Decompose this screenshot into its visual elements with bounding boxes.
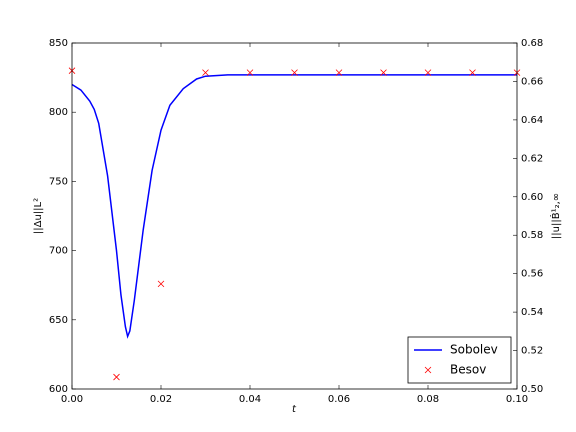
x-tick-label: 0.10: [506, 394, 528, 405]
x-tick-label: 0.02: [150, 394, 172, 405]
x-tick-label: 0.00: [61, 394, 83, 405]
y2-tick-label: 0.52: [521, 346, 543, 357]
legend-label: Sobolev: [450, 343, 498, 357]
y-tick-label: 600: [49, 384, 68, 395]
y-tick-label: 800: [49, 107, 68, 118]
marker: [246, 69, 254, 76]
x-tick-label: 0.08: [417, 394, 439, 405]
y2-tick-label: 0.68: [521, 38, 543, 49]
y-axis-label: ||Δu||L²: [33, 198, 44, 234]
x-axis-label: t: [292, 404, 297, 415]
y2-tick-label: 0.58: [521, 230, 543, 241]
y-tick-label: 850: [49, 38, 68, 49]
y2-tick-label: 0.62: [521, 153, 543, 164]
y2-axis-label: ||u||Ḃ¹₂,∞: [549, 193, 562, 239]
y2-tick-label: 0.60: [521, 192, 543, 203]
plot-frame: [71, 42, 518, 390]
y-tick-label: 750: [49, 176, 68, 187]
marker: [202, 69, 209, 76]
marker: [424, 69, 432, 76]
x-tick-label: 0.04: [239, 394, 261, 405]
marker: [291, 69, 298, 76]
legend-box: [407, 336, 512, 384]
y-tick-label: 650: [49, 315, 68, 326]
x-tick-label: 0.06: [328, 394, 350, 405]
marker: [469, 69, 476, 76]
y-tick-label: 700: [49, 246, 68, 257]
y2-tick-label: 0.54: [521, 307, 543, 318]
marker: [335, 69, 343, 76]
marker: [157, 280, 165, 288]
marker: [380, 69, 387, 76]
y2-tick-label: 0.50: [521, 384, 543, 395]
legend-swatch: [424, 366, 432, 374]
y2-tick-label: 0.64: [521, 115, 543, 126]
line: [71, 74, 517, 339]
y2-tick-label: 0.56: [521, 269, 543, 280]
marker: [113, 373, 120, 381]
legend-label: Besov: [450, 363, 486, 377]
y2-tick-label: 0.66: [521, 76, 543, 87]
